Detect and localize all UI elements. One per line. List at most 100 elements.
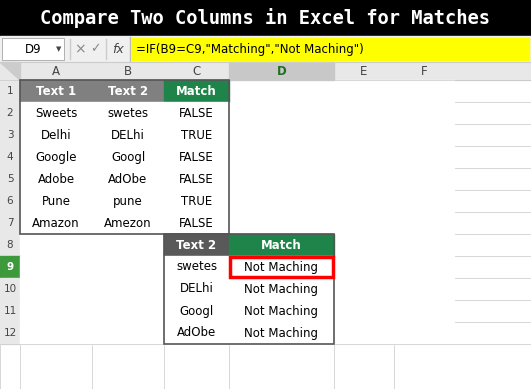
Text: =IF(B9=C9,"Matching","Not Maching"): =IF(B9=C9,"Matching","Not Maching"): [136, 42, 364, 56]
Bar: [229, 278, 334, 300]
Bar: [20, 212, 92, 234]
Bar: [334, 190, 394, 212]
Bar: [92, 278, 164, 300]
Bar: [394, 234, 454, 256]
Text: 5: 5: [7, 174, 13, 184]
Bar: [164, 256, 229, 278]
Bar: [92, 190, 164, 212]
Text: FALSE: FALSE: [179, 217, 214, 230]
Bar: [20, 102, 92, 124]
Text: Pune: Pune: [41, 194, 71, 207]
Bar: [229, 300, 334, 322]
Text: Googl: Googl: [111, 151, 145, 163]
Bar: [0, 102, 20, 124]
Bar: [229, 322, 334, 344]
Bar: [164, 80, 229, 102]
Bar: [229, 300, 334, 322]
Bar: [164, 300, 229, 322]
Bar: [229, 256, 334, 278]
Text: FALSE: FALSE: [179, 172, 214, 186]
Bar: [229, 168, 334, 190]
Bar: [92, 168, 164, 190]
Bar: [334, 80, 394, 102]
Bar: [394, 102, 454, 124]
Text: Not Maching: Not Maching: [244, 326, 319, 340]
Bar: [0, 256, 20, 278]
Text: 9: 9: [6, 262, 14, 272]
Bar: [394, 322, 454, 344]
Bar: [334, 102, 394, 124]
Bar: [20, 80, 92, 102]
Text: 4: 4: [7, 152, 13, 162]
Text: swetes: swetes: [176, 261, 217, 273]
Text: FALSE: FALSE: [179, 151, 214, 163]
Bar: [20, 168, 92, 190]
Bar: [92, 146, 164, 168]
Bar: [92, 212, 164, 234]
Bar: [0, 146, 20, 168]
Bar: [229, 278, 334, 300]
Text: Sweets: Sweets: [35, 107, 77, 119]
Text: fx: fx: [112, 42, 124, 56]
Bar: [229, 234, 334, 256]
Text: ×: ×: [74, 42, 86, 56]
Bar: [394, 212, 454, 234]
Bar: [0, 190, 20, 212]
Bar: [0, 62, 531, 80]
Bar: [164, 212, 229, 234]
Text: Delhi: Delhi: [41, 128, 71, 142]
Bar: [334, 278, 394, 300]
Text: F: F: [421, 65, 427, 77]
Text: C: C: [192, 65, 201, 77]
Text: Not Maching: Not Maching: [244, 282, 319, 296]
Bar: [92, 322, 164, 344]
Bar: [20, 190, 92, 212]
Bar: [394, 124, 454, 146]
Text: TRUE: TRUE: [181, 128, 212, 142]
Bar: [334, 256, 394, 278]
Bar: [394, 168, 454, 190]
Bar: [229, 256, 334, 278]
Bar: [0, 322, 20, 344]
Bar: [164, 322, 229, 344]
Bar: [20, 80, 229, 234]
Bar: [92, 124, 164, 146]
Polygon shape: [0, 62, 20, 80]
Bar: [164, 322, 229, 344]
Bar: [0, 0, 531, 36]
Text: B: B: [124, 65, 132, 77]
Bar: [0, 234, 20, 256]
Bar: [334, 124, 394, 146]
Bar: [0, 212, 20, 234]
Bar: [394, 300, 454, 322]
Bar: [164, 168, 229, 190]
Bar: [92, 102, 164, 124]
Text: AdObe: AdObe: [177, 326, 216, 340]
Bar: [20, 146, 92, 168]
Text: Googl: Googl: [179, 305, 213, 317]
Bar: [20, 300, 92, 322]
Bar: [164, 80, 229, 102]
Bar: [394, 256, 454, 278]
Bar: [229, 322, 334, 344]
Text: Not Maching: Not Maching: [244, 261, 319, 273]
Text: Text 1: Text 1: [36, 84, 76, 98]
Bar: [20, 234, 92, 256]
Bar: [229, 212, 334, 234]
Bar: [0, 124, 20, 146]
Bar: [334, 168, 394, 190]
Bar: [394, 80, 454, 102]
Bar: [92, 190, 164, 212]
Text: 2: 2: [7, 108, 13, 118]
Text: 10: 10: [3, 284, 16, 294]
Text: 1: 1: [7, 86, 13, 96]
Text: Not Maching: Not Maching: [244, 305, 319, 317]
Bar: [229, 62, 334, 80]
Bar: [92, 300, 164, 322]
Bar: [334, 300, 394, 322]
Bar: [334, 212, 394, 234]
Bar: [20, 256, 92, 278]
Bar: [394, 146, 454, 168]
Text: D9: D9: [24, 42, 41, 56]
Bar: [20, 190, 92, 212]
